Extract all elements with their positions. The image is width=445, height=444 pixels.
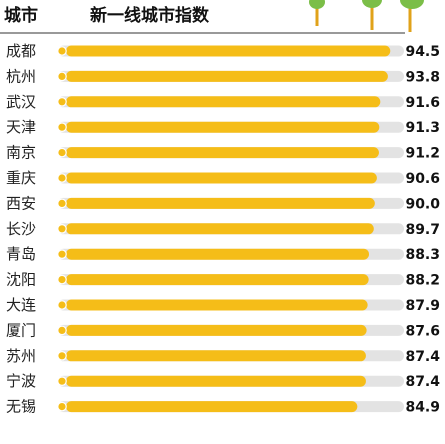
tree-icon xyxy=(309,0,325,26)
bar-row: 无锡 84.9 xyxy=(6,398,440,416)
bar-row: 天津 91.3 xyxy=(6,118,440,136)
bar xyxy=(66,70,388,82)
value-label: 93.8 xyxy=(405,69,440,85)
bar-start-dot xyxy=(57,46,67,56)
bar-start-dot xyxy=(57,401,67,412)
value-label: 87.4 xyxy=(405,374,440,390)
bar-row: 青岛 88.3 xyxy=(6,245,440,263)
bar-row: 南京 91.2 xyxy=(6,144,440,162)
category-label: 长沙 xyxy=(6,220,36,238)
value-label: 91.3 xyxy=(405,120,440,136)
bar-start-dot xyxy=(57,300,67,310)
category-label: 南京 xyxy=(6,144,36,162)
column-header-index: 新一线城市指数 xyxy=(90,5,210,26)
tree-icon xyxy=(400,0,424,32)
bar xyxy=(66,121,380,133)
value-label: 84.9 xyxy=(405,400,440,416)
bar xyxy=(66,299,368,311)
value-label: 88.3 xyxy=(405,247,440,263)
bar-row: 沈阳 88.2 xyxy=(6,271,440,289)
category-label: 重庆 xyxy=(6,169,36,187)
bar-row: 宁波 87.4 xyxy=(6,372,440,390)
bar-row: 武汉 91.6 xyxy=(6,93,440,111)
category-label: 厦门 xyxy=(6,321,36,339)
bar-row: 长沙 89.7 xyxy=(6,220,440,238)
bar-start-dot xyxy=(57,325,67,336)
bar-start-dot xyxy=(57,122,67,132)
value-label: 94.5 xyxy=(405,44,440,60)
category-label: 无锡 xyxy=(6,398,36,416)
bar-row: 苏州 87.4 xyxy=(6,347,440,365)
category-label: 苏州 xyxy=(6,347,36,365)
value-label: 90.6 xyxy=(405,171,440,187)
bar xyxy=(66,172,377,184)
value-label: 90.0 xyxy=(405,196,440,212)
value-label: 87.6 xyxy=(405,323,440,339)
category-label: 西安 xyxy=(6,194,36,212)
bar-row: 西安 90.0 xyxy=(6,194,440,212)
tree-icon xyxy=(362,0,382,30)
bar-start-dot xyxy=(57,376,67,386)
value-label: 87.4 xyxy=(405,349,440,365)
bar-row: 厦门 87.6 xyxy=(6,321,440,339)
bar xyxy=(66,197,375,209)
bar-start-dot xyxy=(57,350,67,361)
bar xyxy=(66,223,374,235)
bar-start-dot xyxy=(57,249,67,259)
bar xyxy=(66,274,369,286)
value-label: 87.9 xyxy=(405,298,440,314)
bar-row: 成都 94.5 xyxy=(6,42,440,60)
bar-start-dot xyxy=(57,173,67,183)
bar xyxy=(66,45,391,57)
value-label: 88.2 xyxy=(405,273,440,289)
category-label: 杭州 xyxy=(6,67,36,85)
bar-row: 杭州 93.8 xyxy=(6,67,440,85)
bar xyxy=(66,375,366,387)
bar-start-dot xyxy=(57,97,67,107)
bar-start-dot xyxy=(57,198,67,209)
bar-start-dot xyxy=(57,274,67,285)
bar-row: 大连 87.9 xyxy=(6,296,440,314)
value-label: 89.7 xyxy=(405,222,440,238)
bar-start-dot xyxy=(57,147,67,158)
bar xyxy=(66,350,366,362)
bar-start-dot xyxy=(57,224,67,234)
category-label: 大连 xyxy=(6,296,36,314)
category-label: 沈阳 xyxy=(6,271,36,289)
bar xyxy=(66,401,358,413)
bar-row: 重庆 90.6 xyxy=(6,169,440,187)
category-label: 宁波 xyxy=(6,372,36,390)
value-label: 91.6 xyxy=(405,95,440,111)
bar xyxy=(66,248,369,260)
bar xyxy=(66,96,381,108)
category-label: 成都 xyxy=(6,42,36,60)
bar xyxy=(66,147,379,159)
value-label: 91.2 xyxy=(405,146,440,162)
bar-start-dot xyxy=(57,71,67,82)
category-label: 天津 xyxy=(6,118,36,136)
bar xyxy=(66,324,367,336)
category-label: 武汉 xyxy=(6,93,36,111)
category-label: 青岛 xyxy=(6,245,36,263)
column-header-city: 城市 xyxy=(4,5,38,26)
